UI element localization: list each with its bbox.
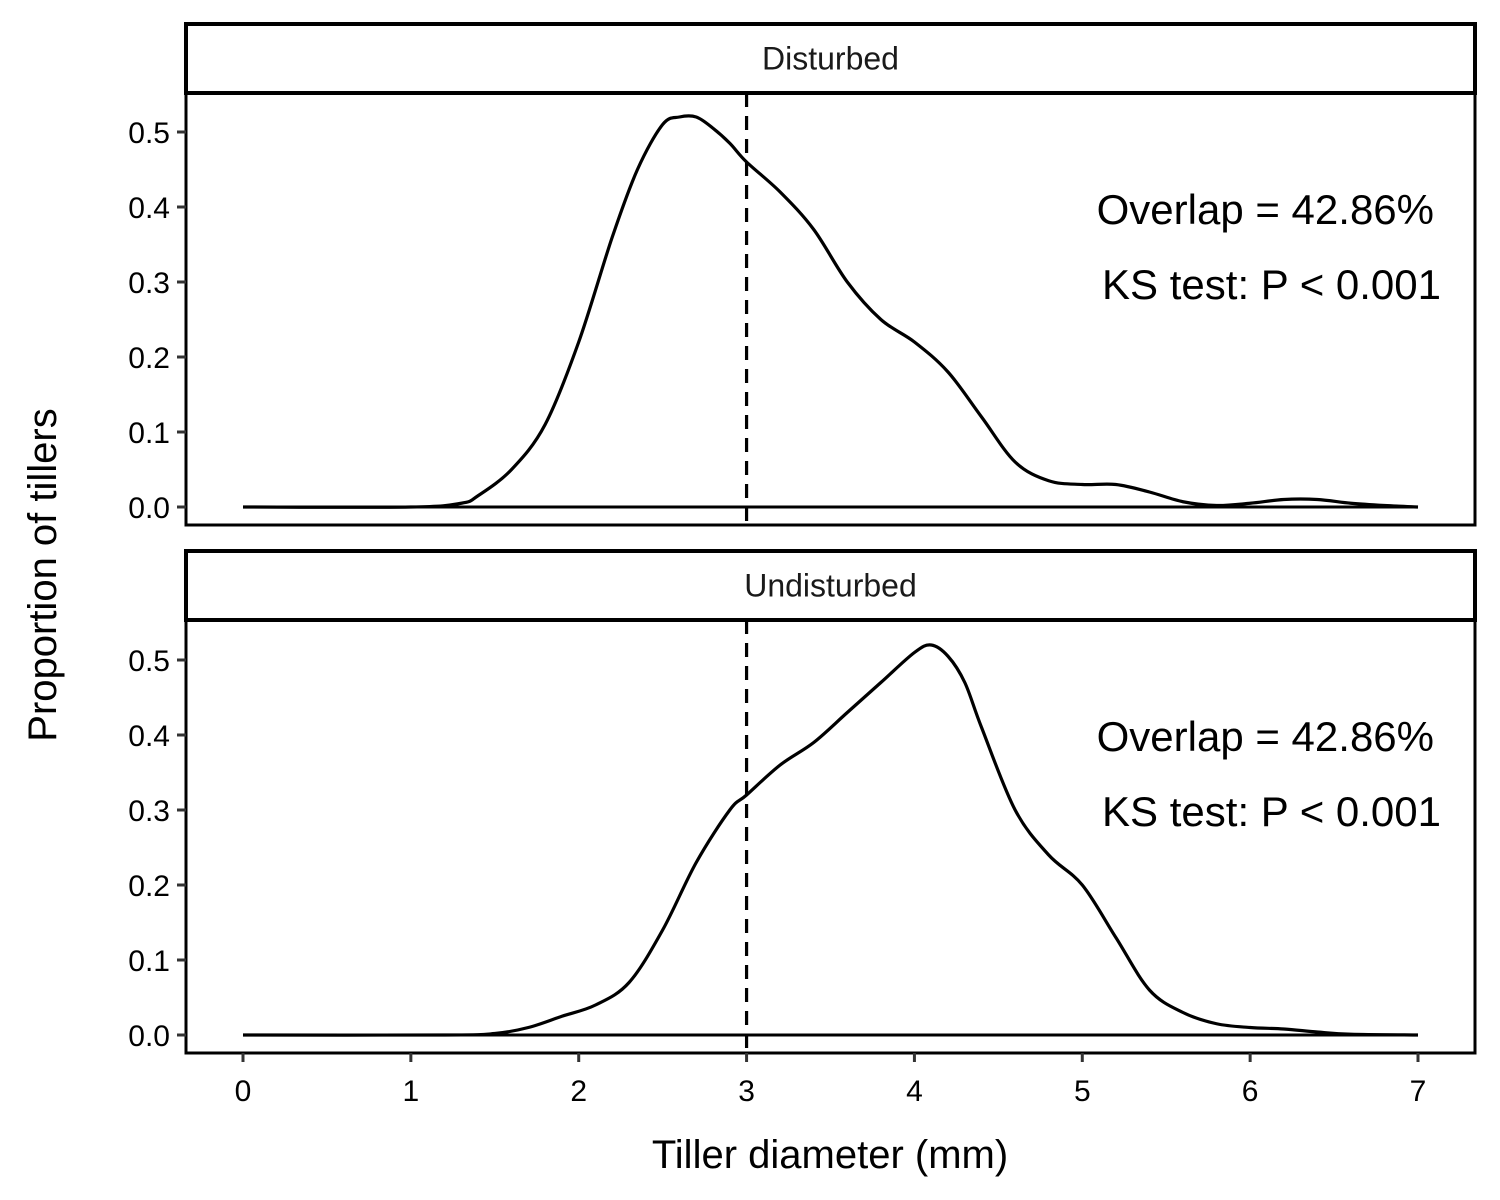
- strip-box: [184, 22, 1477, 95]
- x-tick-label: 3: [738, 1075, 755, 1108]
- annotation: KS test: P < 0.001: [1102, 261, 1441, 308]
- y-tick-label: 0.3: [128, 267, 170, 300]
- y-tick-label: 0.1: [128, 417, 170, 450]
- y-tick-label: 0.3: [128, 795, 170, 828]
- x-tick-label: 2: [570, 1075, 587, 1108]
- x-tick-label: 5: [1074, 1075, 1091, 1108]
- y-tick-label: 0.5: [128, 117, 170, 150]
- annotation: Overlap = 42.86%: [1097, 186, 1434, 233]
- panels: Disturbed 0.0 0.1 0.2 0.3 0.4 0.5 Overlap = 42.…: [128, 22, 1477, 1055]
- plot-border: [184, 91, 1477, 527]
- y-tick-label: 0.5: [128, 645, 170, 678]
- annotation: KS test: P < 0.001: [1102, 788, 1441, 835]
- y-tick-label: 0.4: [128, 192, 170, 225]
- y-tick-label: 0.0: [128, 1020, 170, 1053]
- x-axis: 0 1 2 3 4 5 6 7: [235, 1053, 1427, 1108]
- strip-label: Disturbed: [762, 41, 899, 77]
- y-tick-label: 0.4: [128, 720, 170, 753]
- y-tick-label: 0.2: [128, 342, 170, 375]
- annotation: Overlap = 42.86%: [1097, 713, 1434, 760]
- y-tick-label: 0.1: [128, 945, 170, 978]
- x-tick-label: 7: [1410, 1075, 1427, 1108]
- x-tick-label: 6: [1242, 1075, 1259, 1108]
- panel-undisturbed: Undisturbed 0.0 0.1 0.2 0.3 0.4 0.5 Overlap = 4…: [128, 549, 1477, 1055]
- y-tick-label: 0.0: [128, 492, 170, 525]
- density-curve: [242, 114, 1419, 509]
- plot-border: [184, 618, 1477, 1055]
- x-tick-label: 4: [906, 1075, 923, 1108]
- x-tick-label: 0: [235, 1075, 252, 1108]
- strip-box: [184, 549, 1477, 622]
- y-tick-label: 0.2: [128, 870, 170, 903]
- x-axis-title: Tiller diameter (mm): [652, 1133, 1008, 1177]
- y-axis-title: Proportion of tillers: [21, 408, 65, 741]
- strip-label: Undisturbed: [744, 568, 917, 604]
- panel-disturbed: Disturbed 0.0 0.1 0.2 0.3 0.4 0.5 Overlap = 42.…: [128, 22, 1477, 527]
- x-tick-label: 1: [403, 1075, 420, 1108]
- density-curve: [242, 643, 1419, 1037]
